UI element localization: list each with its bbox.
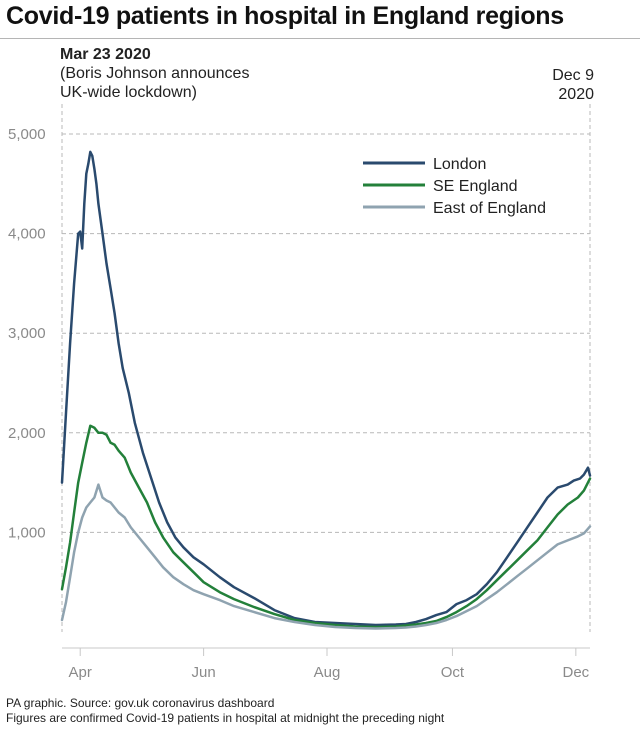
lockdown-annotation: Mar 23 2020 (Boris Johnson announces UK-… [60, 45, 249, 102]
lockdown-note-line1: (Boris Johnson announces [60, 65, 250, 82]
y-tick-label: 1,000 [8, 524, 46, 541]
x-tick-label: Dec [562, 664, 589, 681]
y-tick-label: 5,000 [8, 126, 46, 143]
y-tick-label: 2,000 [8, 425, 46, 442]
y-tick-label: 4,000 [8, 226, 46, 243]
x-tick-label: Jun [192, 664, 216, 681]
end-date-line1: Dec 9 [552, 67, 594, 84]
y-tick-label: 3,000 [8, 325, 46, 342]
end-date-annotation: Dec 9 2020 [552, 66, 594, 104]
footer: PA graphic. Source: gov.uk coronavirus d… [6, 696, 444, 726]
footer-source: PA graphic. Source: gov.uk coronavirus d… [6, 696, 275, 710]
x-tick-label: Apr [69, 664, 92, 681]
lockdown-note-line2: UK-wide lockdown) [60, 84, 197, 101]
x-tick-label: Oct [441, 664, 465, 681]
title-divider [0, 38, 640, 39]
footer-note: Figures are confirmed Covid-19 patients … [6, 711, 445, 725]
lockdown-date: Mar 23 2020 [60, 46, 151, 63]
series-line-east_england [60, 483, 592, 630]
series-line-se_england [60, 424, 592, 629]
legend-label-london: London [433, 156, 486, 173]
end-date-line2: 2020 [558, 86, 594, 103]
series-line-london [60, 150, 592, 627]
legend-label-se_england: SE England [433, 178, 518, 195]
x-tick-label: Aug [314, 664, 341, 681]
legend-label-east_england: East of England [433, 200, 546, 217]
chart-title: Covid-19 patients in hospital in England… [6, 2, 564, 30]
